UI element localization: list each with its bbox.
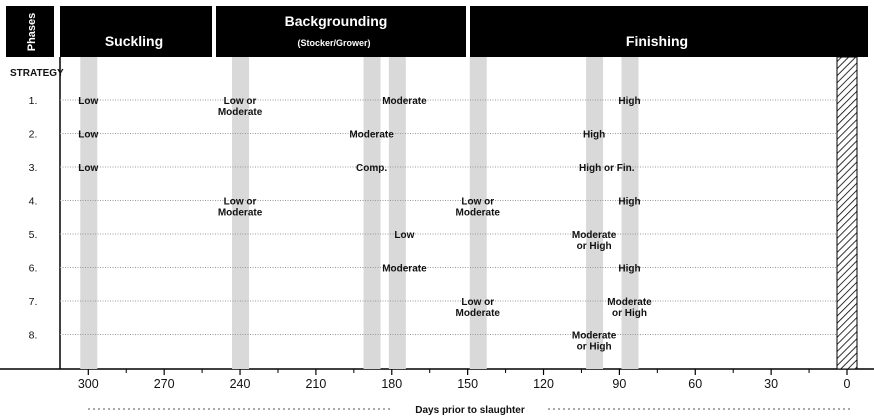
transition-band <box>80 57 98 369</box>
x-axis: 300 270 240 210 180 150 120 90 60 30 0 <box>78 369 851 391</box>
strategy-label: High <box>618 96 640 107</box>
strategy-label: Low <box>394 230 414 241</box>
strategy-number: 3. <box>29 162 38 174</box>
strategy-label: Moderate <box>218 107 263 118</box>
strategy-label: Moderate <box>382 96 427 107</box>
transition-band <box>586 57 604 369</box>
strategy-label: Low or <box>461 297 494 308</box>
strategy-row: 2. Low Moderate High <box>29 129 837 141</box>
strategy-label: Low <box>78 130 98 141</box>
phase-finishing-title: Finishing <box>626 33 688 49</box>
x-axis-label: Days prior to slaughter <box>415 405 525 416</box>
strategy-heading: STRATEGY <box>10 68 64 79</box>
phase-suckling <box>60 6 212 57</box>
strategy-number: 2. <box>29 129 38 141</box>
phase-header: Phases Suckling Backgrounding (Stocker/G… <box>6 6 868 57</box>
strategy-label: Moderate <box>349 130 394 141</box>
strategy-label: Moderate <box>607 297 652 308</box>
strategy-label: Comp. <box>356 163 387 174</box>
transition-band <box>469 57 487 369</box>
tick-label: 0 <box>844 377 851 391</box>
transition-band <box>388 57 406 369</box>
tick-label: 300 <box>78 377 99 391</box>
transition-bands <box>80 57 639 369</box>
tick-label: 240 <box>230 377 251 391</box>
slaughter-hatch-bar <box>836 56 858 370</box>
strategy-label: Moderate <box>382 264 427 275</box>
strategy-label: High or Fin. <box>579 163 635 174</box>
strategy-label: Moderate <box>456 308 501 319</box>
strategy-label: Low or <box>461 197 494 208</box>
transition-band <box>363 57 381 369</box>
strategy-label: Moderate <box>218 208 263 219</box>
strategy-number: 6. <box>29 263 38 275</box>
phase-backgrounding-title: Backgrounding <box>285 13 388 29</box>
strategy-label: Low or <box>224 197 257 208</box>
strategy-label: Moderate <box>456 208 501 219</box>
tick-label: 60 <box>688 377 702 391</box>
strategy-number: 8. <box>29 330 38 342</box>
phases-header-cell <box>6 6 54 57</box>
strategy-label: High <box>583 130 605 141</box>
tick-label: 180 <box>381 377 402 391</box>
strategy-label: or High <box>612 308 647 319</box>
strategy-label: High <box>618 264 640 275</box>
strategy-label: Low <box>78 163 98 174</box>
strategy-label: or High <box>577 342 612 353</box>
tick-label: 90 <box>612 377 626 391</box>
transition-band <box>621 57 639 369</box>
tick-label: 270 <box>154 377 175 391</box>
strategy-label: Moderate <box>572 230 617 241</box>
phase-suckling-title: Suckling <box>105 33 163 49</box>
strategy-label: High <box>618 197 640 208</box>
tick-label: 210 <box>305 377 326 391</box>
strategy-label: Moderate <box>572 331 617 342</box>
transition-band <box>232 57 250 369</box>
phase-backgrounding <box>216 6 466 57</box>
phase-backgrounding-subtitle: (Stocker/Grower) <box>297 38 370 48</box>
tick-label: 150 <box>457 377 478 391</box>
strategy-row: 3. Low Comp. High or Fin. <box>29 162 837 174</box>
strategy-number: 1. <box>29 95 38 107</box>
tick-label: 30 <box>764 377 778 391</box>
strategy-label: or High <box>577 241 612 252</box>
tick-label: 120 <box>533 377 554 391</box>
strategy-label: Low or <box>224 96 257 107</box>
strategy-label: Low <box>78 96 98 107</box>
strategy-row: 6. Moderate High <box>29 263 837 275</box>
phase-finishing <box>470 6 868 57</box>
strategy-number: 5. <box>29 229 38 241</box>
strategy-number: 7. <box>29 296 38 308</box>
strategy-number: 4. <box>29 196 38 208</box>
phases-axis-title: Phases <box>26 13 38 52</box>
